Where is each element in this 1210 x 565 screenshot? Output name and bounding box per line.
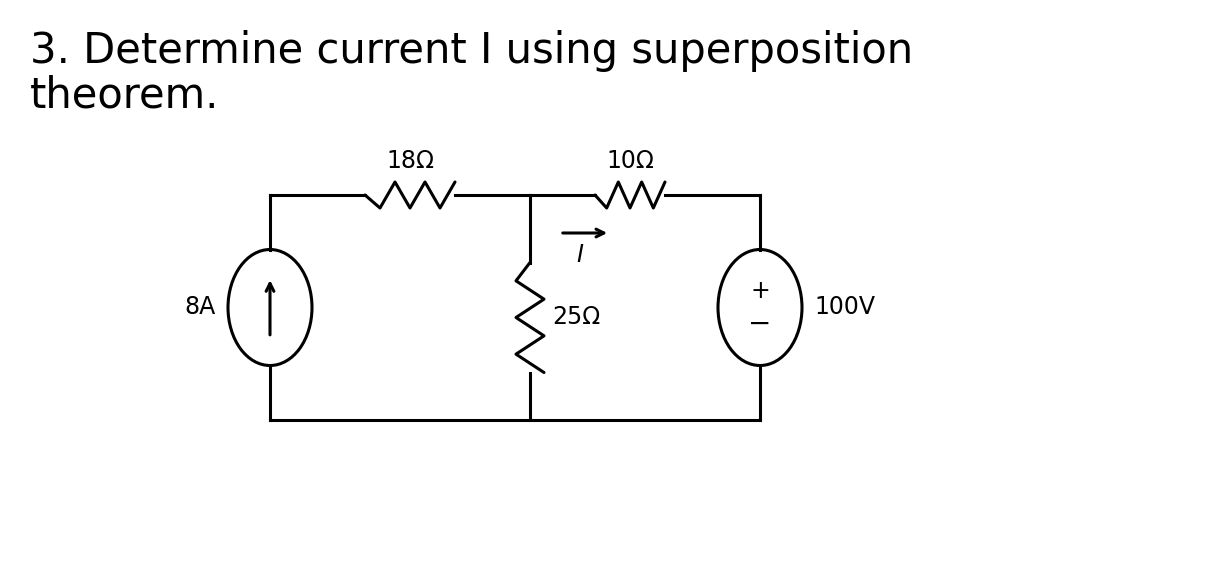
Text: 25Ω: 25Ω bbox=[552, 306, 600, 329]
Text: 8A: 8A bbox=[185, 295, 217, 319]
Text: 100V: 100V bbox=[814, 295, 875, 319]
Text: I: I bbox=[576, 243, 583, 267]
Text: 3. Determine current I using superposition: 3. Determine current I using superpositi… bbox=[30, 30, 914, 72]
Text: 18Ω: 18Ω bbox=[386, 149, 434, 173]
Text: 10Ω: 10Ω bbox=[606, 149, 653, 173]
Text: +: + bbox=[750, 279, 770, 303]
Text: −: − bbox=[748, 310, 772, 338]
Text: theorem.: theorem. bbox=[30, 75, 219, 117]
